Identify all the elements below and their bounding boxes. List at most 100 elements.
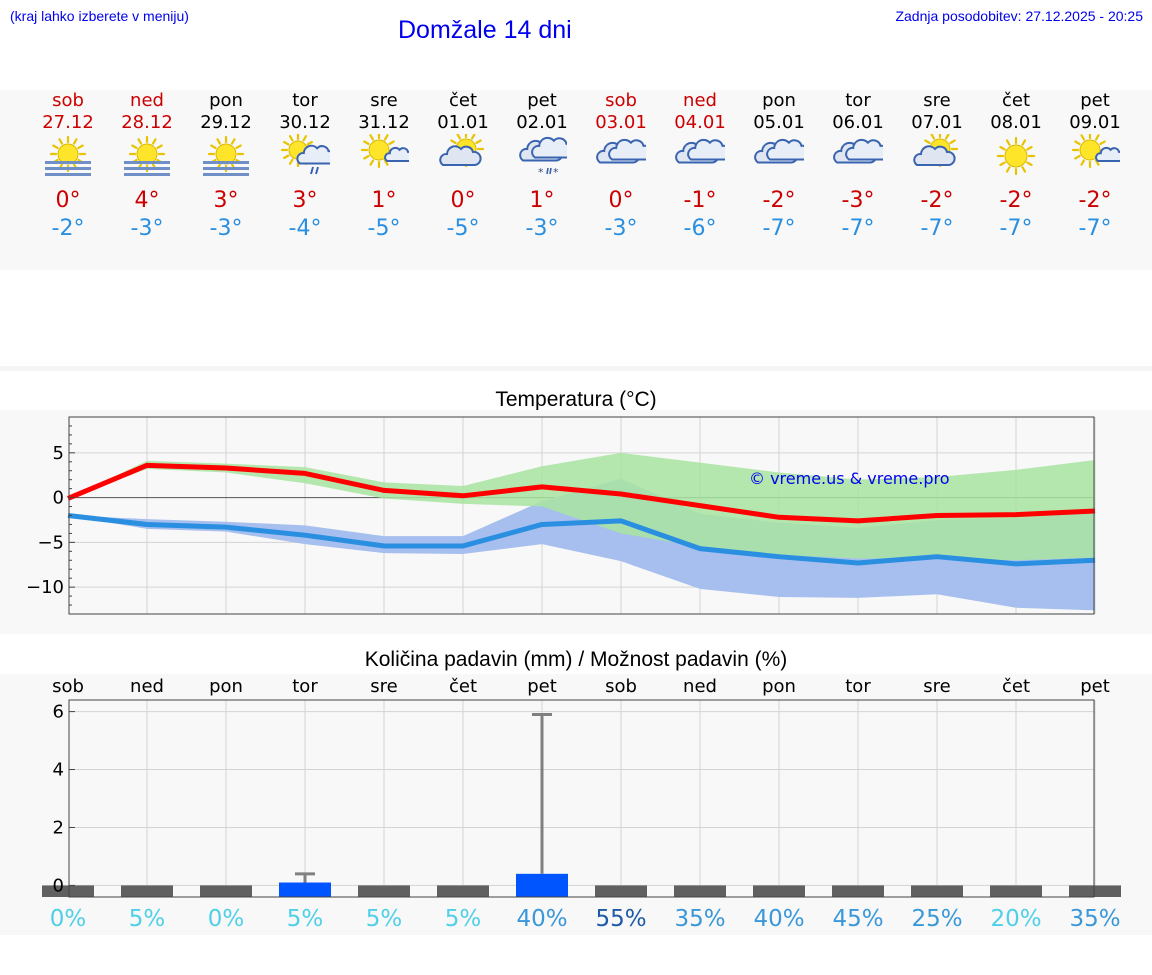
precipitation-probability-label: 40% <box>753 906 804 932</box>
min-temperature: -5° <box>446 216 480 241</box>
x-category-label: tor <box>845 676 871 697</box>
precipitation-probability-label: 35% <box>1069 906 1120 932</box>
day-date: 07.01 <box>911 112 963 133</box>
sun-fog-icon <box>45 135 91 176</box>
day-name: ned <box>130 90 164 111</box>
max-temperature: 3° <box>213 188 239 213</box>
sun-small-cloud-icon <box>1071 134 1120 169</box>
min-temperature: -7° <box>1078 216 1112 241</box>
x-category-label: pet <box>527 676 557 697</box>
min-temperature: -3° <box>209 216 243 241</box>
day-name: pon <box>762 90 796 111</box>
temperature-chart: © vreme.us & vreme.pro 5 0 −5 −10 <box>26 416 1096 615</box>
precipitation-bar <box>911 885 963 897</box>
precipitation-bar <box>437 885 489 897</box>
day-date: 04.01 <box>674 112 726 133</box>
temperature-chart-title: Temperatura (°C) <box>495 388 657 411</box>
day-date: 01.01 <box>437 112 489 133</box>
min-temperature: -7° <box>762 216 796 241</box>
temperature-chart-panel: © vreme.us & vreme.pro 5 0 −5 −10 <box>0 410 1152 634</box>
y-tick-label: 6 <box>53 702 64 723</box>
day-date: 08.01 <box>990 112 1042 133</box>
cloud-sun-icon <box>913 134 959 168</box>
max-temperature-line <box>67 462 1096 524</box>
precipitation-bar <box>595 885 647 897</box>
day-name: sre <box>923 90 951 111</box>
x-category-label: čet <box>449 676 477 697</box>
daily-forecast-strip: sob 27.12 0° -2° ned 28.12 4° -3° pon 29.12 3° -3° t… <box>0 90 1152 270</box>
max-temperature: -2° <box>999 188 1033 213</box>
x-category-label: sre <box>370 676 397 697</box>
day-date: 28.12 <box>121 112 173 133</box>
precipitation-bar <box>990 885 1042 897</box>
precipitation-probability-label: 25% <box>911 906 962 932</box>
page-title: Domžale 14 dni <box>398 16 572 44</box>
precipitation-probability-label: 5% <box>287 906 324 932</box>
day-date: 03.01 <box>595 112 647 133</box>
precipitation-chart-panel: sob ned pon tor sre čet pet sob ned pon tor sre čet p… <box>0 674 1152 935</box>
precipitation-probability-label: 0% <box>50 906 87 932</box>
day-date: 02.01 <box>516 112 568 133</box>
y-tick-label: 0 <box>53 488 64 509</box>
section-divider <box>0 366 1152 371</box>
min-temperature: -7° <box>999 216 1033 241</box>
max-temperature: 0° <box>450 188 476 213</box>
precipitation-probability-label: 5% <box>445 906 482 932</box>
precipitation-probability-label: 55% <box>595 906 646 932</box>
precipitation-bar <box>200 885 252 897</box>
y-tick-label: 2 <box>53 817 64 838</box>
max-temperature: -3° <box>841 188 875 213</box>
min-temperature: -3° <box>130 216 164 241</box>
y-tick-label: −10 <box>26 577 64 598</box>
svg-text:*: * <box>553 166 559 179</box>
day-date: 27.12 <box>42 112 94 133</box>
precipitation-bar <box>516 873 568 897</box>
max-temperature: 1° <box>529 188 555 213</box>
sun-icon <box>996 136 1036 176</box>
precipitation-bar <box>121 885 173 897</box>
precipitation-bar <box>753 885 805 897</box>
precipitation-chart-title: Količina padavin (mm) / Možnost padavin … <box>364 648 788 671</box>
min-temperature: -7° <box>920 216 954 241</box>
max-temperature: -2° <box>920 188 954 213</box>
day-name: čet <box>1001 90 1031 111</box>
day-date: 31.12 <box>358 112 410 133</box>
day-name: pet <box>527 90 557 111</box>
cloud-sun-icon <box>439 134 485 168</box>
x-category-label: čet <box>1002 676 1030 697</box>
precipitation-probability-label: 0% <box>208 906 245 932</box>
day-name: čet <box>448 90 478 111</box>
max-temperature: 0° <box>55 188 81 213</box>
cloud-icon <box>833 138 883 164</box>
day-date: 29.12 <box>200 112 252 133</box>
day-date: 09.01 <box>1069 112 1121 133</box>
precipitation-bar <box>832 885 884 897</box>
day-date: 05.01 <box>753 112 805 133</box>
day-name: tor <box>292 90 318 111</box>
x-category-label: pet <box>1080 676 1110 697</box>
max-temperature: 0° <box>608 188 634 213</box>
max-temperature: 4° <box>134 188 160 213</box>
x-category-label: sob <box>52 676 84 697</box>
y-tick-label: 4 <box>53 760 64 781</box>
day-name: pon <box>209 90 243 111</box>
min-temperature: -2° <box>51 216 85 241</box>
day-date: 06.01 <box>832 112 884 133</box>
x-category-label: sob <box>605 676 637 697</box>
cloud-icon <box>596 138 646 164</box>
precipitation-bar <box>358 885 410 897</box>
min-temperature: -6° <box>683 216 717 241</box>
precipitation-probability-label: 5% <box>129 906 166 932</box>
precipitation-bar <box>42 885 94 897</box>
plot-area <box>69 700 1094 897</box>
x-category-label: tor <box>292 676 318 697</box>
x-category-label: pon <box>762 676 796 697</box>
day-name: sre <box>370 90 398 111</box>
sun-cloud-rain-icon <box>280 134 330 175</box>
day-name: tor <box>845 90 871 111</box>
x-category-label: ned <box>130 676 164 697</box>
min-temperature: -3° <box>525 216 559 241</box>
max-temperature: -2° <box>762 188 796 213</box>
min-temperature: -4° <box>288 216 322 241</box>
y-tick-label: 0 <box>53 875 64 896</box>
